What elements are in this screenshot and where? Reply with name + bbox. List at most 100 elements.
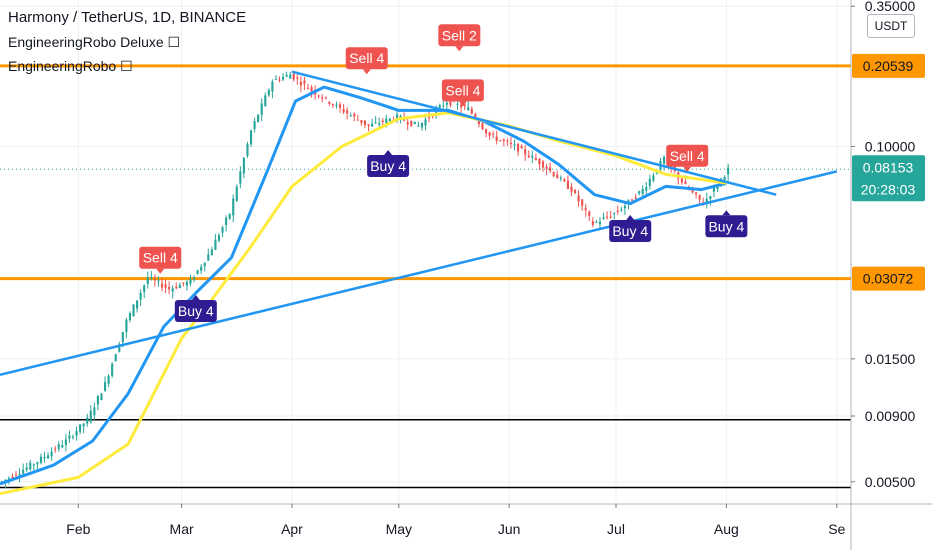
candle-body[interactable] xyxy=(285,74,288,77)
candle-body[interactable] xyxy=(192,277,196,280)
candle-body[interactable] xyxy=(406,122,409,125)
candle-body[interactable] xyxy=(563,179,566,182)
candle-body[interactable] xyxy=(727,167,730,175)
buy-signal-label[interactable]: Buy 4 xyxy=(705,210,748,238)
candle-body[interactable] xyxy=(160,283,164,288)
candle-body[interactable] xyxy=(22,469,25,474)
candle-body[interactable] xyxy=(150,276,153,278)
candle-body[interactable] xyxy=(171,288,174,292)
candle-body[interactable] xyxy=(598,221,602,225)
candle-body[interactable] xyxy=(534,157,537,160)
candle-body[interactable] xyxy=(18,474,21,476)
candle-body[interactable] xyxy=(470,108,473,114)
candle-body[interactable] xyxy=(14,474,18,476)
candle-body[interactable] xyxy=(545,166,548,169)
candle-body[interactable] xyxy=(232,198,235,216)
series-line[interactable] xyxy=(0,170,838,377)
candle-body[interactable] xyxy=(249,130,253,145)
candle-body[interactable] xyxy=(353,113,356,117)
candle-body[interactable] xyxy=(203,262,206,267)
candle-body[interactable] xyxy=(577,195,580,202)
candle-body[interactable] xyxy=(246,143,249,156)
candle-body[interactable] xyxy=(662,156,666,164)
candle-body[interactable] xyxy=(591,220,594,225)
candle-body[interactable] xyxy=(566,180,569,189)
candle-body[interactable] xyxy=(484,129,488,134)
candle-body[interactable] xyxy=(257,114,260,122)
candle-body[interactable] xyxy=(613,212,616,214)
series-line[interactable] xyxy=(0,85,727,486)
candle-body[interactable] xyxy=(648,178,651,186)
candle-body[interactable] xyxy=(96,396,99,405)
candle-body[interactable] xyxy=(499,140,502,142)
candle-body[interactable] xyxy=(541,161,545,168)
candle-body[interactable] xyxy=(214,239,217,250)
candle-body[interactable] xyxy=(103,381,107,391)
candle-body[interactable] xyxy=(638,191,641,194)
candle-body[interactable] xyxy=(139,292,142,300)
candle-body[interactable] xyxy=(303,80,306,84)
candle-body[interactable] xyxy=(630,199,634,201)
candle-body[interactable] xyxy=(623,205,626,209)
candle-body[interactable] xyxy=(185,281,189,286)
candle-body[interactable] xyxy=(292,73,295,80)
candle-body[interactable] xyxy=(225,217,228,226)
candle-body[interactable] xyxy=(146,277,149,284)
candle-body[interactable] xyxy=(634,197,637,199)
candle-body[interactable] xyxy=(82,423,85,427)
candle-body[interactable] xyxy=(609,216,612,218)
candle-body[interactable] xyxy=(513,144,516,146)
level-price-tag[interactable]: 0.20539 xyxy=(852,53,925,78)
candle-body[interactable] xyxy=(481,123,484,130)
candle-body[interactable] xyxy=(723,176,726,180)
candle-body[interactable] xyxy=(39,456,43,463)
candle-body[interactable] xyxy=(75,430,78,436)
candle-body[interactable] xyxy=(278,79,281,81)
candle-body[interactable] xyxy=(267,89,270,96)
candle-body[interactable] xyxy=(128,313,132,320)
candle-body[interactable] xyxy=(264,95,267,107)
candle-body[interactable] xyxy=(385,118,388,124)
candle-body[interactable] xyxy=(175,286,178,289)
candle-body[interactable] xyxy=(164,284,167,288)
candle-body[interactable] xyxy=(299,81,302,86)
candle-body[interactable] xyxy=(157,280,160,282)
candle-body[interactable] xyxy=(338,104,342,108)
candle-body[interactable] xyxy=(616,210,619,212)
candle-body[interactable] xyxy=(427,117,431,119)
candle-body[interactable] xyxy=(289,74,292,79)
candle-body[interactable] xyxy=(506,140,509,142)
candle-body[interactable] xyxy=(182,282,185,284)
candle-body[interactable] xyxy=(712,187,715,192)
candle-body[interactable] xyxy=(331,104,334,106)
candle-body[interactable] xyxy=(47,455,50,459)
candle-body[interactable] xyxy=(691,189,694,193)
candle-body[interactable] xyxy=(207,254,210,261)
candle-body[interactable] xyxy=(107,375,110,384)
candle-body[interactable] xyxy=(274,78,278,80)
candle-body[interactable] xyxy=(488,132,491,136)
candle-body[interactable] xyxy=(217,235,221,241)
candle-body[interactable] xyxy=(253,121,256,129)
candle-body[interactable] xyxy=(538,158,541,165)
candle-body[interactable] xyxy=(445,102,448,105)
candle-body[interactable] xyxy=(282,76,285,80)
candle-body[interactable] xyxy=(492,133,495,135)
sell-signal-label[interactable]: Sell 4 xyxy=(345,47,388,75)
candle-body[interactable] xyxy=(420,123,424,128)
candle-body[interactable] xyxy=(7,478,10,480)
candle-body[interactable] xyxy=(527,155,530,158)
candle-body[interactable] xyxy=(371,123,374,127)
candle-body[interactable] xyxy=(11,476,14,479)
candle-body[interactable] xyxy=(502,139,505,142)
candle-body[interactable] xyxy=(556,174,559,179)
last-price-tag[interactable]: 0.08153 20:28:03 xyxy=(852,155,925,202)
candle-body[interactable] xyxy=(260,103,263,115)
candle-body[interactable] xyxy=(349,115,352,117)
candle-body[interactable] xyxy=(395,114,399,122)
candle-body[interactable] xyxy=(378,123,381,125)
candle-body[interactable] xyxy=(413,121,416,125)
candle-body[interactable] xyxy=(581,199,584,206)
candle-body[interactable] xyxy=(417,125,420,127)
candle-body[interactable] xyxy=(381,120,384,123)
